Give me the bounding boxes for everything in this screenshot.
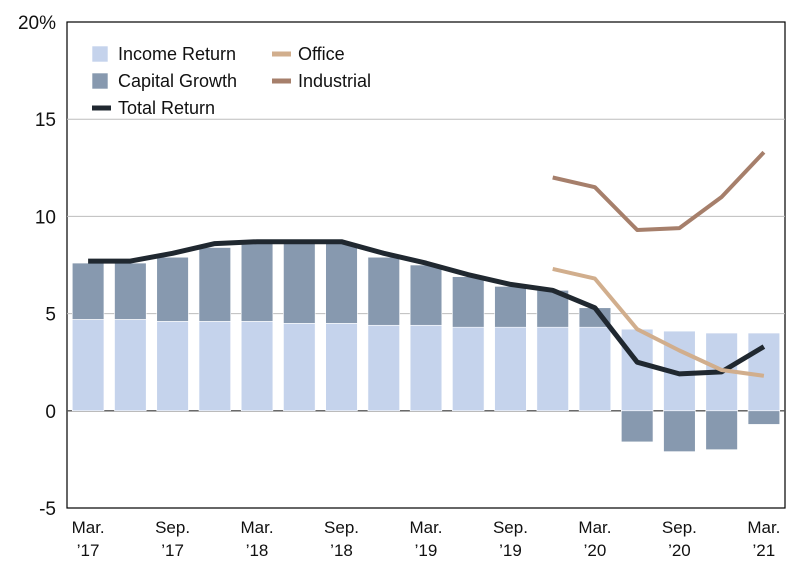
bar-capital-growth	[283, 241, 316, 324]
bar-income-return	[409, 324, 443, 412]
bar-income-return	[578, 326, 612, 412]
legend: Income Return Capital Growth Total Return O…	[91, 44, 371, 118]
x-tick-label-month: Mar.	[747, 518, 780, 537]
x-tick-label-year: ’19	[415, 541, 438, 560]
bar-capital-growth	[325, 243, 358, 324]
bar-income-return	[621, 328, 654, 412]
y-tick-label: 0	[45, 402, 56, 423]
bar-capital-growth	[367, 256, 400, 326]
bar-capital-growth	[747, 410, 781, 425]
bar-income-return	[240, 321, 274, 412]
x-tick-label-month: Mar.	[409, 518, 442, 537]
x-tick-label-month: Sep.	[493, 518, 528, 537]
x-tick-label-month: Sep.	[662, 518, 697, 537]
y-tick-label: 15	[35, 110, 56, 131]
legend-label-capital-growth: Capital Growth	[118, 71, 237, 91]
legend-label-total-return: Total Return	[118, 98, 215, 118]
legend-label-income-return: Income Return	[118, 44, 236, 64]
y-tick-label: 10	[35, 207, 56, 228]
bar-capital-growth	[71, 262, 105, 320]
bar-income-return	[325, 323, 358, 412]
bar-income-return	[71, 319, 105, 412]
line-total-return	[88, 239, 766, 377]
bar-income-return	[367, 324, 400, 412]
line-industrial	[552, 150, 766, 232]
bar-capital-growth	[452, 276, 485, 328]
x-tick-label-month: Sep.	[324, 518, 359, 537]
bar-income-return	[494, 326, 527, 412]
legend-label-office: Office	[298, 44, 345, 64]
x-tick-label-month: Mar.	[72, 518, 105, 537]
bar-income-return	[198, 321, 231, 412]
bar-income-return	[156, 321, 189, 412]
x-tick-label-month: Mar.	[241, 518, 274, 537]
bar-capital-growth	[409, 264, 443, 326]
bar-capital-growth	[240, 241, 274, 322]
bar-income-return	[452, 326, 485, 412]
x-tick-label-year: ’17	[77, 541, 100, 560]
bar-capital-growth	[621, 410, 654, 443]
legend-swatch-income-return	[91, 45, 109, 63]
bar-income-return	[114, 319, 147, 412]
x-tick-label-year: ’21	[753, 541, 776, 560]
x-axis-ticks: Mar. ’17 Sep. ’17 Mar. ’18 Sep. ’18 Mar. ’19 Sep. ’…	[72, 518, 781, 560]
x-tick-label-year: ’19	[499, 541, 522, 560]
x-tick-label-year: ’17	[161, 541, 184, 560]
bar-capital-growth	[663, 410, 696, 452]
lines	[88, 150, 766, 378]
bar-capital-growth	[156, 256, 189, 322]
y-axis-ticks: 20% 15 10 5 0 -5	[18, 13, 56, 520]
y-tick-label: 5	[45, 305, 56, 326]
x-tick-label-month: Sep.	[155, 518, 190, 537]
y-tick-label: -5	[39, 499, 56, 520]
bar-capital-growth	[705, 410, 738, 450]
x-tick-label-year: ’20	[668, 541, 691, 560]
bar-capital-growth	[198, 247, 231, 322]
bar-income-return	[536, 326, 569, 412]
line-office	[552, 266, 765, 378]
legend-label-industrial: Industrial	[298, 71, 371, 91]
bar-capital-growth	[494, 286, 527, 328]
bar-income-return	[747, 332, 781, 412]
x-tick-label-year: ’18	[330, 541, 353, 560]
x-tick-label-year: ’18	[246, 541, 269, 560]
bar-capital-growth	[114, 262, 147, 320]
y-tick-label: 20%	[18, 13, 56, 34]
x-tick-label-year: ’20	[584, 541, 607, 560]
legend-swatch-capital-growth	[91, 72, 109, 90]
x-tick-label-month: Mar.	[578, 518, 611, 537]
bar-income-return	[283, 323, 316, 412]
